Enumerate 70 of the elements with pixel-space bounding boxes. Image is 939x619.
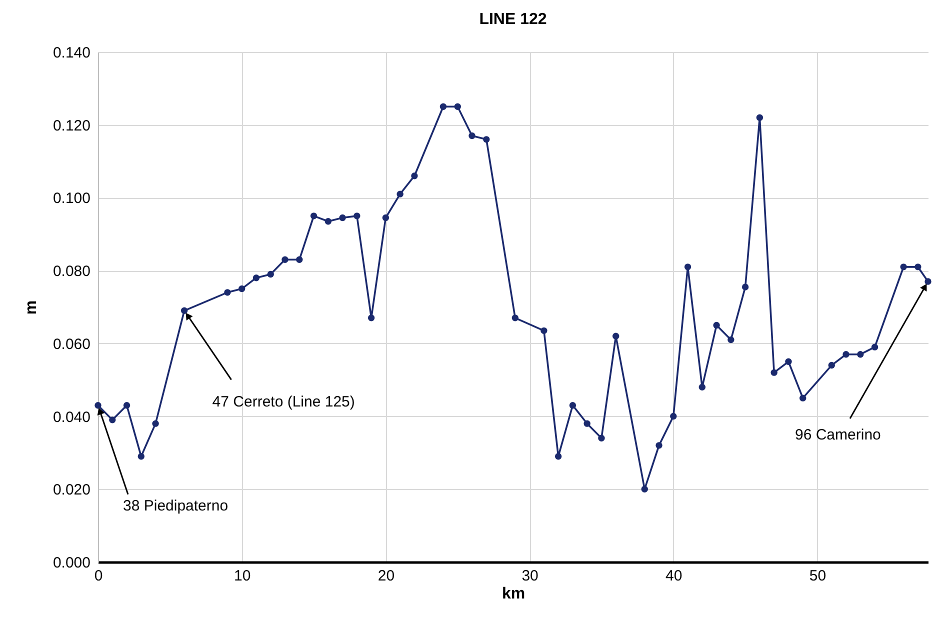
point — [540, 327, 548, 334]
point — [324, 218, 332, 225]
y-tick-label: 0.020 — [52, 482, 90, 499]
point — [252, 274, 260, 282]
point — [641, 486, 648, 492]
annotation: 38 Piedipaterno — [123, 497, 228, 514]
point — [238, 285, 246, 292]
point — [339, 214, 346, 222]
point — [454, 103, 461, 110]
point — [512, 314, 519, 322]
point — [296, 256, 303, 263]
point — [152, 420, 159, 427]
y-tick-label: 0.040 — [52, 408, 90, 426]
x-tick-label: 0 — [94, 568, 103, 584]
point — [382, 214, 390, 222]
point — [670, 412, 677, 420]
x-tick-label: 20 — [378, 568, 395, 584]
point — [310, 212, 318, 220]
point — [684, 264, 692, 270]
chart-title: LINE 122 — [479, 11, 547, 28]
point — [554, 453, 562, 460]
y-tick-label: 0.000 — [52, 554, 90, 572]
point — [368, 314, 375, 322]
point — [584, 420, 590, 427]
point — [698, 384, 706, 390]
y-tick-label: 0.120 — [52, 117, 90, 134]
point — [914, 264, 922, 270]
point — [612, 332, 620, 340]
x-tick-label: 30 — [522, 568, 538, 584]
point — [267, 270, 274, 278]
x-axis-title: km — [502, 586, 526, 602]
point — [756, 114, 764, 121]
point — [180, 307, 188, 314]
point — [842, 351, 850, 358]
x-tick-label: 50 — [809, 568, 826, 584]
point — [924, 278, 932, 285]
point — [770, 369, 778, 376]
x-tick-label: 40 — [666, 568, 682, 584]
point — [224, 289, 231, 296]
point — [800, 394, 806, 402]
y-tick-label: 0.080 — [52, 263, 90, 280]
point — [728, 336, 734, 344]
point — [354, 212, 360, 220]
y-tick-label: 0.100 — [52, 190, 90, 208]
point — [123, 402, 130, 409]
x-tick-label: 10 — [234, 568, 251, 584]
point — [871, 344, 878, 350]
y-tick-label: 0.140 — [52, 44, 90, 62]
y-axis-title: m — [22, 300, 40, 315]
point — [94, 402, 102, 409]
point — [411, 172, 418, 180]
point — [396, 190, 404, 198]
point — [656, 442, 662, 449]
point — [109, 416, 116, 424]
point — [742, 284, 749, 290]
annotation: 47 Cerreto (Line 125) — [212, 394, 355, 411]
point — [900, 264, 907, 270]
point — [468, 132, 476, 140]
point — [483, 136, 490, 143]
point — [282, 256, 288, 263]
annotation: 96 Camerino — [795, 426, 881, 444]
point — [785, 358, 792, 365]
point — [857, 351, 864, 358]
point — [713, 322, 720, 329]
point — [598, 434, 605, 442]
y-tick-label: 0.060 — [52, 336, 90, 353]
point — [440, 103, 447, 110]
point — [828, 362, 835, 369]
point — [138, 453, 145, 460]
point — [569, 402, 576, 409]
